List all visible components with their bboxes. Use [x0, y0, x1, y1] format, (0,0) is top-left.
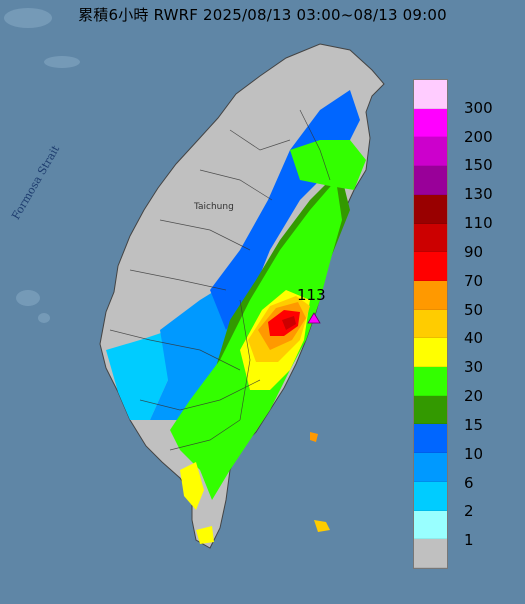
legend-label: 110	[464, 214, 493, 233]
legend-label: 300	[464, 98, 493, 117]
legend-label: 50	[464, 300, 484, 319]
legend-swatch	[414, 280, 447, 310]
legend-label: 1	[464, 531, 474, 550]
legend-label: 30	[464, 358, 484, 377]
legend-label: 6	[464, 473, 474, 492]
legend-swatch	[414, 194, 447, 224]
city-label: Taichung	[194, 202, 234, 212]
orchid-island	[314, 520, 330, 532]
legend-swatch	[414, 108, 447, 138]
legend-label: 10	[464, 444, 484, 463]
legend-label: 130	[464, 185, 493, 204]
legend-label: 90	[464, 242, 484, 261]
legend-swatch	[414, 510, 447, 540]
max-rain-marker	[307, 312, 321, 324]
legend-swatch	[414, 338, 447, 368]
legend-label: 15	[464, 415, 484, 434]
legend-swatch	[414, 252, 447, 281]
legend-swatch	[414, 166, 447, 195]
legend-label: 150	[464, 156, 493, 175]
legend-swatch	[414, 137, 447, 167]
legend-label: 20	[464, 387, 484, 406]
map-title: 累積6小時 RWRF 2025/08/13 03:00~08/13 09:00	[78, 6, 447, 24]
legend-label: 70	[464, 271, 484, 290]
color-legend	[413, 79, 448, 569]
legend-swatch	[414, 80, 447, 109]
rainfall-shading	[106, 90, 366, 544]
legend-swatch	[414, 453, 447, 482]
legend-swatch	[414, 223, 447, 253]
green-island	[310, 432, 318, 442]
legend-swatch	[414, 424, 447, 454]
legend-label: 2	[464, 502, 474, 521]
legend-label: 200	[464, 127, 493, 146]
legend-swatch	[414, 367, 447, 396]
legend-label: 40	[464, 329, 484, 348]
legend-swatch	[414, 539, 447, 568]
legend-swatch	[414, 395, 447, 425]
legend-swatch	[414, 309, 447, 339]
legend-swatch	[414, 481, 447, 511]
county-boundaries	[109, 109, 331, 451]
max-value-label: 113	[297, 286, 326, 304]
